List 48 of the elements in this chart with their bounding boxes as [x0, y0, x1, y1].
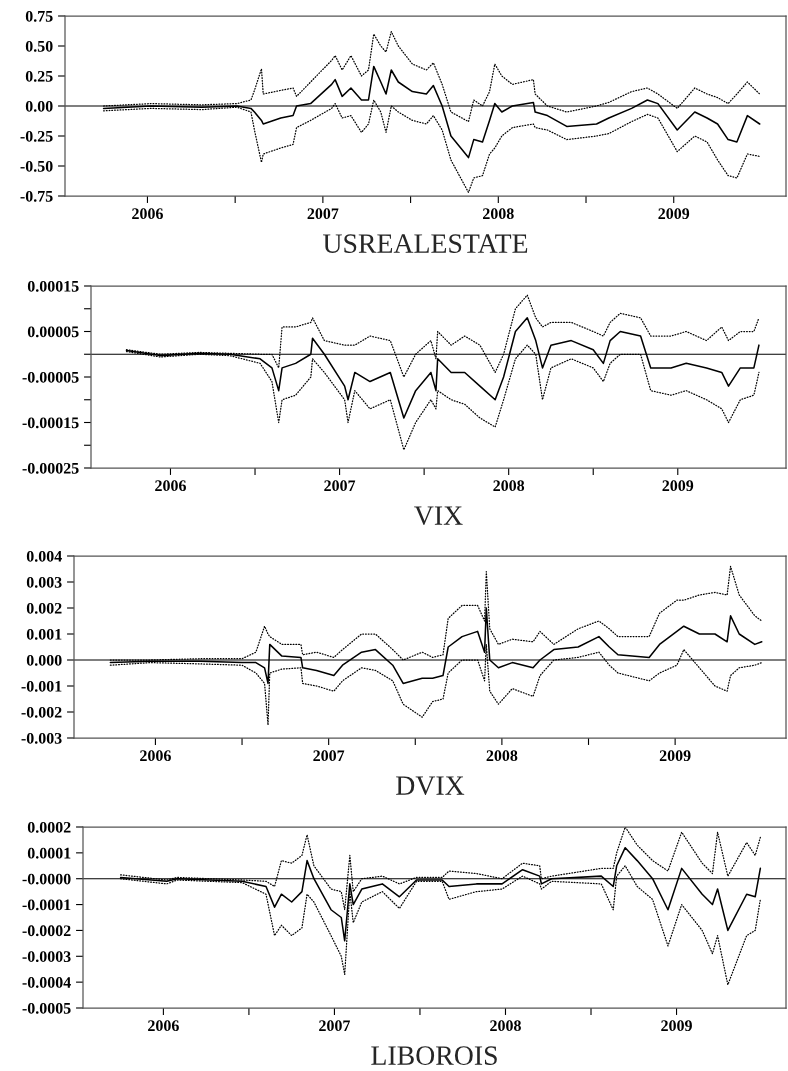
y-tick-label: -0.0002 — [22, 925, 71, 937]
x-tick-label: 2007 — [307, 208, 339, 220]
x-axis-title: DVIX — [396, 776, 465, 796]
x-tick-label: 2007 — [324, 480, 356, 492]
y-tick-label: 0.0001 — [27, 847, 71, 859]
y-tick-label: -0.00005 — [22, 371, 79, 383]
y-tick-label: 0.00015 — [27, 280, 79, 292]
y-tick-label: -0.0004 — [22, 977, 71, 988]
y-tick-label: -0.002 — [21, 706, 62, 718]
x-tick-label: 2006 — [148, 1020, 179, 1032]
y-tick-label: -0.00025 — [22, 462, 79, 474]
x-tick-label: 2006 — [140, 750, 171, 762]
y-tick-label: 0.001 — [26, 628, 62, 640]
y-tick-label: -0.0003 — [22, 951, 71, 963]
x-tick-label: 2007 — [313, 750, 345, 762]
x-tick-label: 2009 — [659, 750, 691, 762]
x-tick-label: 2009 — [662, 480, 694, 492]
y-tick-label: 0.00 — [25, 100, 53, 112]
y-tick-label: 0.0002 — [27, 821, 71, 833]
y-tick-label: -0.001 — [21, 680, 62, 692]
y-tick-label: -0.0000 — [22, 873, 71, 885]
y-tick-label: 0.25 — [25, 70, 53, 82]
y-tick-label: -0.0005 — [22, 1002, 71, 1014]
x-tick-label: 2008 — [483, 208, 514, 220]
x-tick-label: 2008 — [493, 480, 525, 492]
x-tick-label: 2009 — [661, 1020, 692, 1032]
y-tick-label: -0.00015 — [22, 417, 79, 429]
x-tick-label: 2008 — [490, 1020, 521, 1032]
y-tick-label: -0.75 — [20, 190, 53, 202]
y-tick-label: 0.00005 — [27, 326, 79, 338]
y-tick-label: 0.000 — [26, 654, 62, 666]
x-tick-label: 2009 — [658, 208, 690, 220]
x-axis-title: LIBOROIS — [371, 1046, 497, 1065]
y-tick-label: 0.004 — [26, 550, 62, 562]
x-axis-title: USREALESTATE — [323, 234, 528, 253]
y-tick-label: -0.50 — [20, 160, 53, 172]
x-tick-label: 2008 — [486, 750, 518, 762]
y-tick-label: 0.002 — [26, 602, 62, 614]
x-tick-label: 2007 — [319, 1020, 351, 1032]
y-tick-label: 0.003 — [26, 576, 62, 588]
y-tick-label: 0.75 — [25, 10, 53, 22]
y-tick-label: -0.003 — [21, 732, 62, 744]
x-tick-label: 2006 — [132, 208, 163, 220]
y-tick-label: -0.0001 — [22, 899, 71, 911]
y-tick-label: 0.50 — [25, 40, 53, 52]
y-tick-label: -0.25 — [20, 130, 53, 142]
x-axis-title: VIX — [414, 506, 463, 526]
x-tick-label: 2006 — [155, 480, 186, 492]
